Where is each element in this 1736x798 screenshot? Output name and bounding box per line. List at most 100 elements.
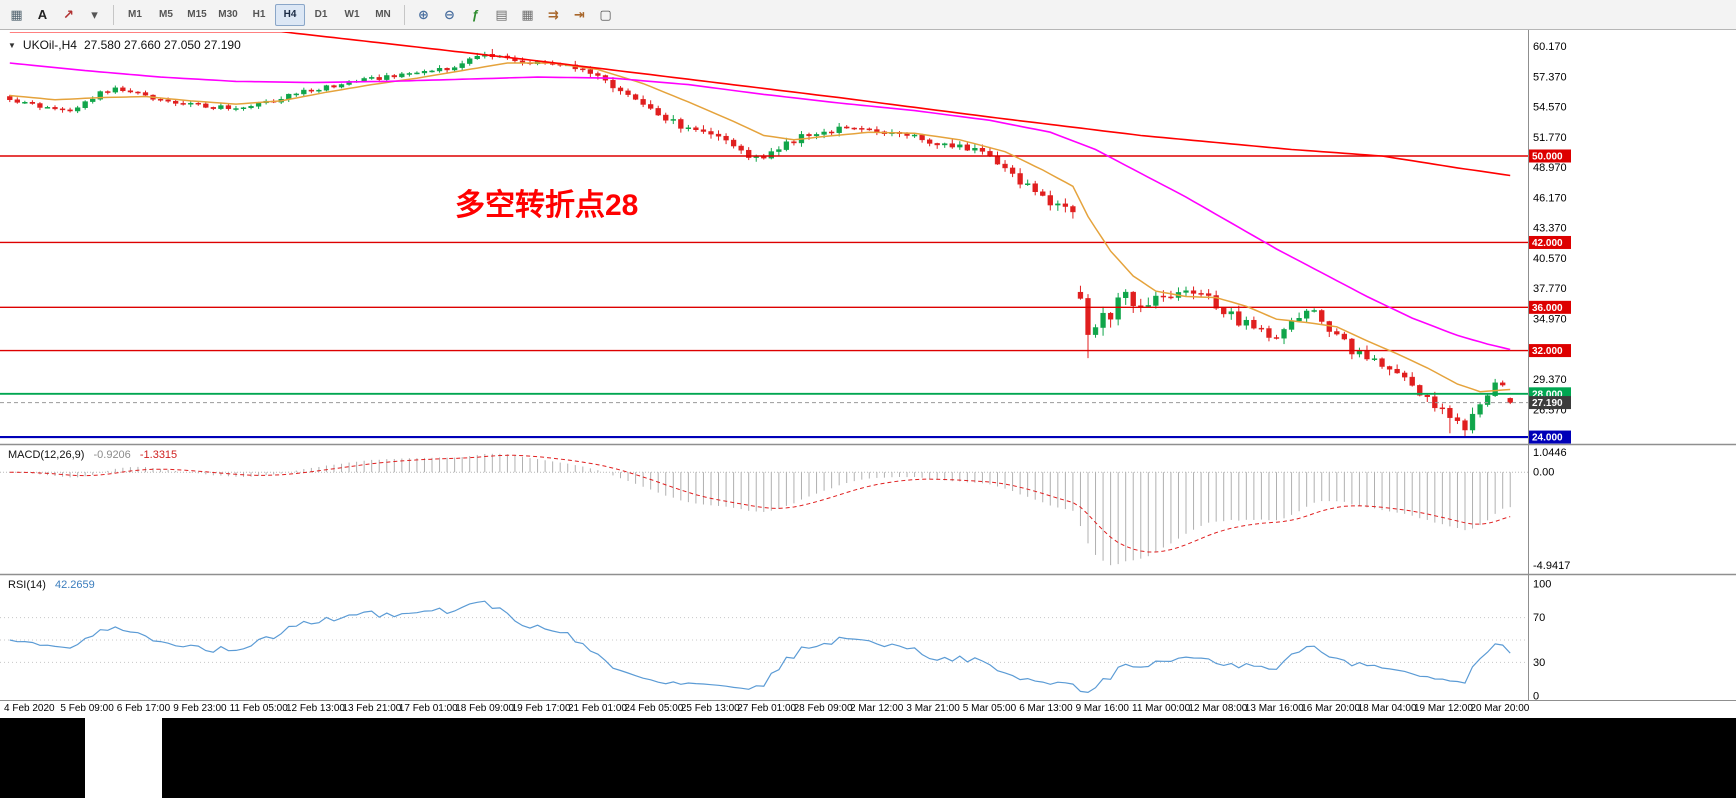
chart-grid-icon[interactable]: ▦: [10, 6, 23, 22]
price-tag-text: 24.000: [1532, 433, 1563, 444]
zoom-out-icon[interactable]: ⊖: [444, 6, 455, 22]
time-axis-label: 4 Feb 2020: [4, 703, 55, 714]
macd-histogram: [16, 453, 1511, 566]
rsi-line: [9, 600, 1511, 694]
price-tag-32.000: [1529, 344, 1571, 358]
time-axis-label: 11 Feb 05:00: [230, 703, 289, 714]
symbol-dropdown-icon[interactable]: ▼: [8, 40, 16, 50]
price-tag-36.000: [1529, 300, 1571, 314]
draw-tool-icon[interactable]: ↗: [63, 6, 74, 22]
price-scale-label: 46.170: [1533, 192, 1567, 204]
bottom-strip: [0, 718, 1736, 798]
timeframe-m15[interactable]: M15: [187, 9, 207, 20]
rsi-name: RSI(14): [8, 579, 46, 591]
price-tag-50.000: [1529, 149, 1571, 163]
time-axis-label: 12 Mar 08:00: [1188, 703, 1247, 714]
tile-windows-icon[interactable]: ▦: [521, 6, 534, 22]
rsi-scale-label: 100: [1533, 579, 1551, 591]
new-window-icon[interactable]: ▢: [599, 6, 612, 22]
toolbar-right-group: ⊕ ⊖ ƒ ▤ ▦ ⇉ ⇥ ▢: [411, 3, 618, 27]
chart-symbol-label: ▼ UKOil-,H4 27.580 27.660 27.050 27.190: [8, 38, 241, 52]
timeframe-d1[interactable]: D1: [314, 9, 328, 20]
timeframe-h4[interactable]: H4: [275, 3, 305, 26]
chart-shift-icon[interactable]: ⇥: [574, 6, 585, 22]
time-axis-label: 12 Feb 13:00: [286, 703, 345, 714]
price-tag-text: 42.000: [1532, 238, 1563, 249]
price-tag-text: 50.000: [1532, 151, 1563, 162]
macd-indicator-label: MACD(12,26,9) -0.9206 -1.3315: [8, 449, 177, 461]
price-scale-label: 34.970: [1533, 313, 1567, 325]
price-scale-area[interactable]: [1528, 30, 1736, 700]
price-scale-label: 37.770: [1533, 283, 1567, 295]
price-tag-text: 32.000: [1532, 346, 1563, 357]
time-axis-label: 9 Mar 16:00: [1076, 703, 1130, 714]
time-axis-label: 5 Feb 09:00: [60, 703, 114, 714]
price-scale-label: 60.170: [1533, 41, 1567, 53]
timeframe-h1[interactable]: H1: [252, 9, 266, 20]
price-scale-label: 48.970: [1533, 162, 1567, 174]
bottom-strip-panel: [85, 718, 162, 798]
time-axis-label: 28 Feb 09:00: [794, 703, 853, 714]
time-axis-label: 6 Feb 17:00: [117, 703, 171, 714]
chart-annotation-text[interactable]: 多空转折点28: [455, 189, 639, 222]
timeframe-m30[interactable]: M30: [218, 9, 238, 20]
price-scale-label: 51.770: [1533, 132, 1567, 144]
macd-scale-label: 1.0446: [1533, 447, 1567, 459]
time-axis-label: 25 Feb 13:00: [681, 703, 740, 714]
time-axis-label: 19 Mar 12:00: [1414, 703, 1473, 714]
price-scale-label: 57.370: [1533, 71, 1567, 83]
ohlc-values-text: 27.580 27.660 27.050 27.190: [83, 38, 241, 52]
time-axis-label: 3 Mar 21:00: [906, 703, 960, 714]
macd-scale-label: -4.9417: [1533, 560, 1570, 572]
time-axis-label: 18 Feb 09:00: [455, 703, 514, 714]
rsi-scale-label: 70: [1533, 612, 1545, 624]
indicators-icon[interactable]: ƒ: [471, 7, 480, 22]
text-tool-icon[interactable]: A: [37, 7, 48, 22]
timeframe-w1[interactable]: W1: [344, 9, 360, 20]
templates-icon[interactable]: ▤: [495, 6, 508, 22]
ma-slow-line: [9, 32, 1511, 177]
price-tag-27.190: [1529, 396, 1571, 410]
price-tag-text: 28.000: [1532, 389, 1563, 400]
ma-fast-line: [9, 62, 1511, 393]
time-axis-label: 5 Mar 05:00: [963, 703, 1017, 714]
toolbar-separator: [113, 4, 114, 25]
time-axis-label: 19 Feb 17:00: [512, 703, 571, 714]
time-axis-label: 17 Feb 01:00: [399, 703, 458, 714]
time-axis-label: 20 Mar 20:00: [1470, 703, 1529, 714]
time-axis-label: 2 Mar 12:00: [850, 703, 904, 714]
time-axis-label: 16 Mar 20:00: [1301, 703, 1360, 714]
macd-signal-line: [9, 454, 1511, 553]
time-axis-label: 24 Feb 05:00: [624, 703, 683, 714]
toolbar: ▦ A ↗ ▾ M1 M5 M15 M30 H1 H4 D1 W1 MN ⊕ ⊖ ƒ ▤ ▦ ⇉ ⇥ ▢: [0, 0, 1736, 30]
macd-scale-label: 0.00: [1533, 467, 1554, 479]
price-scale-label: 54.570: [1533, 102, 1567, 114]
time-axis-label: 9 Feb 23:00: [173, 703, 227, 714]
price-scale-label: 43.370: [1533, 223, 1567, 235]
time-axis-label: 18 Mar 04:00: [1358, 703, 1417, 714]
time-axis-label: 13 Feb 21:00: [342, 703, 401, 714]
time-scale-area[interactable]: [0, 700, 1528, 717]
price-tag-text: 36.000: [1532, 303, 1563, 314]
toolbar-separator: [404, 4, 405, 25]
price-tag-42.000: [1529, 235, 1571, 249]
rsi-value: 42.2659: [54, 579, 95, 591]
ma-mid-line: [9, 62, 1511, 351]
symbol-timeframe-text: UKOil-,H4: [22, 38, 77, 52]
timeframe-m1[interactable]: M1: [128, 9, 142, 20]
time-axis-label: 11 Mar 00:00: [1132, 703, 1191, 714]
auto-scroll-icon[interactable]: ⇉: [548, 6, 559, 22]
time-axis-label: 6 Mar 13:00: [1019, 703, 1073, 714]
price-tag-24.000: [1529, 430, 1571, 444]
price-scale-label: 29.370: [1533, 374, 1567, 386]
macd-main-value: -0.9206: [93, 449, 131, 461]
tools-dropdown-icon[interactable]: ▾: [91, 6, 98, 22]
timeframe-mn[interactable]: MN: [375, 9, 391, 20]
price-tag-text: 27.190: [1532, 398, 1563, 409]
rsi-scale-label: 30: [1533, 657, 1545, 669]
time-axis-label: 21 Feb 01:00: [568, 703, 627, 714]
zoom-in-icon[interactable]: ⊕: [418, 6, 429, 22]
timeframe-m5[interactable]: M5: [159, 9, 173, 20]
